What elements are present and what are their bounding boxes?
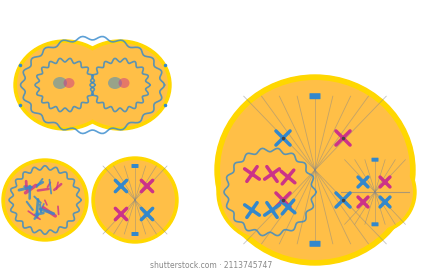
- Ellipse shape: [69, 40, 171, 130]
- Ellipse shape: [334, 151, 416, 233]
- Ellipse shape: [220, 80, 410, 260]
- Ellipse shape: [217, 141, 323, 243]
- Ellipse shape: [215, 75, 415, 265]
- FancyBboxPatch shape: [132, 164, 138, 168]
- FancyBboxPatch shape: [309, 93, 320, 99]
- FancyBboxPatch shape: [309, 241, 320, 247]
- FancyBboxPatch shape: [132, 232, 138, 236]
- Ellipse shape: [2, 159, 88, 241]
- Ellipse shape: [53, 77, 67, 89]
- Ellipse shape: [63, 78, 75, 88]
- Ellipse shape: [5, 162, 85, 238]
- Ellipse shape: [72, 43, 168, 127]
- Ellipse shape: [92, 157, 178, 243]
- FancyBboxPatch shape: [371, 158, 379, 162]
- Ellipse shape: [220, 144, 320, 240]
- Ellipse shape: [95, 160, 175, 240]
- Ellipse shape: [119, 78, 130, 88]
- Ellipse shape: [14, 40, 116, 130]
- Ellipse shape: [17, 43, 113, 127]
- FancyBboxPatch shape: [371, 222, 379, 226]
- Ellipse shape: [108, 77, 122, 89]
- Ellipse shape: [337, 154, 413, 230]
- Text: shutterstock.com · 2113745747: shutterstock.com · 2113745747: [150, 261, 272, 270]
